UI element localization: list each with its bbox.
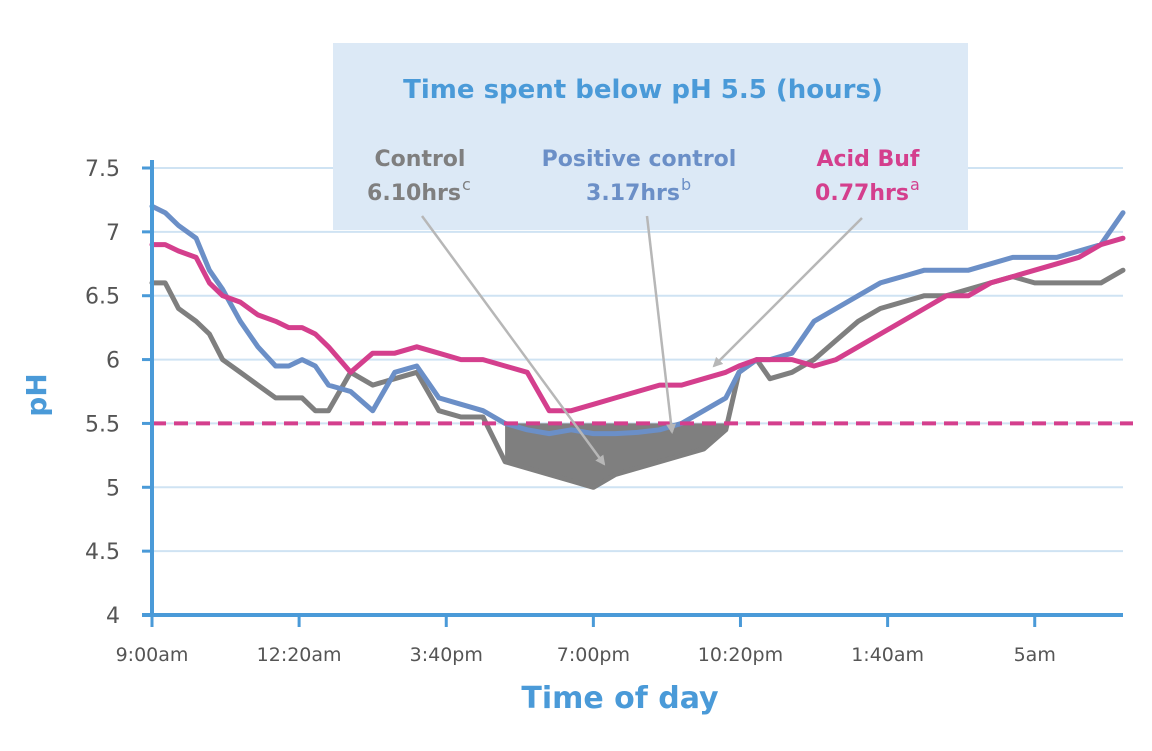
y-tick-label: 4.5 — [85, 540, 120, 565]
x-tick-label: 9:00am — [116, 644, 189, 666]
x-tick-label: 5am — [1014, 644, 1056, 666]
annotation-arrow — [712, 217, 863, 368]
annotation-title: Time spent below pH 5.5 (hours) — [403, 75, 883, 105]
y-tick-label: 5 — [106, 476, 120, 501]
x-tick-labels: 9:00am 12:20am 3:40pm 7:00pm 10:20pm 1:40am 5a… — [116, 615, 1056, 666]
control-area-below-threshold — [505, 423, 726, 488]
legend-name: Control — [375, 147, 466, 172]
legend: Control 6.10hrs c Positive control 3.17hrs b A… — [367, 147, 920, 206]
legend-superscript: b — [681, 175, 691, 194]
x-tick-label: 1:40am — [851, 644, 924, 666]
y-tick-label: 7.5 — [85, 157, 120, 182]
axes — [142, 160, 1123, 617]
annotation-arrows — [420, 215, 863, 466]
x-tick-label: 10:20pm — [698, 644, 783, 666]
annotation-box — [333, 43, 968, 230]
legend-superscript: a — [910, 175, 920, 194]
y-tick-label: 5.5 — [85, 412, 120, 437]
x-axis-title: Time of day — [521, 681, 719, 716]
series-lines — [149, 203, 1126, 490]
legend-hours: 0.77hrs — [815, 181, 909, 206]
series-line-positive-control — [149, 203, 1126, 437]
x-tick-label: 7:00pm — [557, 644, 630, 666]
legend-hours: 6.10hrs — [367, 181, 461, 206]
legend-name: Positive control — [542, 147, 737, 172]
y-axis-title: pH — [20, 373, 53, 416]
y-tick-label: 6 — [106, 349, 120, 374]
legend-name: Acid Buf — [816, 147, 919, 172]
x-tick-label: 3:40pm — [410, 644, 483, 666]
legend-superscript: c — [462, 175, 471, 194]
below-threshold-fill — [505, 423, 726, 488]
annotation-arrow — [420, 215, 606, 466]
series-line-acid-buf — [149, 235, 1126, 414]
annotation-arrow — [645, 215, 677, 434]
y-tick-label: 4 — [106, 604, 120, 629]
x-tick-label: 12:20am — [257, 644, 342, 666]
legend-hours: 3.17hrs — [586, 181, 680, 206]
y-tick-labels: 4 4.5 5 5.5 6 6.5 7 7.5 — [85, 157, 152, 629]
y-tick-label: 7 — [106, 221, 120, 246]
y-tick-label: 6.5 — [85, 285, 120, 310]
